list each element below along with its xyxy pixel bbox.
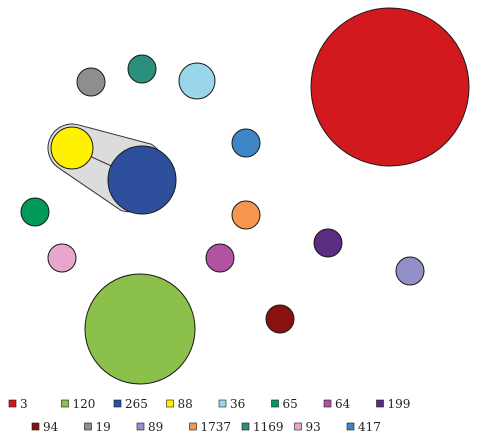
bubble-89: [395, 256, 425, 286]
legend-label-88: 88: [178, 397, 193, 411]
legend-label-65: 65: [283, 397, 298, 411]
legend-label-1737: 1737: [201, 420, 232, 434]
bubble-1737: [231, 200, 261, 230]
legend-swatch-36: [218, 399, 227, 408]
legend-swatch-93: [294, 422, 302, 431]
bubble-64: [205, 243, 235, 273]
legend-swatch-417: [346, 422, 355, 431]
bubble-3: [310, 7, 470, 167]
legend-swatch-64: [323, 399, 332, 408]
legend-label-120: 120: [73, 397, 96, 411]
legend-label-36: 36: [230, 397, 245, 411]
legend-swatch-89: [136, 422, 145, 431]
legend-label-417: 417: [358, 420, 381, 434]
legend-label-265: 265: [125, 397, 148, 411]
legend-label-3: 3: [20, 397, 28, 411]
legend-swatch-265: [113, 399, 122, 408]
legend-swatch-88: [166, 399, 174, 408]
bubble-120: [84, 273, 196, 385]
bubble-36: [178, 62, 216, 100]
bubble-417: [231, 128, 261, 158]
legend-swatch-3: [8, 399, 17, 408]
legend-label-93: 93: [306, 420, 321, 434]
legend-swatch-120: [61, 399, 69, 408]
bubble-1169: [127, 54, 157, 84]
bubble-65: [20, 197, 50, 227]
legend-label-94: 94: [43, 420, 59, 434]
bubble-265: [107, 145, 177, 215]
bubble-94: [265, 304, 295, 334]
bubble-88: [50, 126, 94, 170]
legend-swatch-19: [84, 422, 92, 431]
legend-swatch-1169: [241, 422, 250, 431]
bubble-19: [76, 67, 106, 97]
bubble-layer: [20, 7, 470, 385]
legend-swatch-65: [271, 399, 279, 408]
bubble-93: [47, 243, 77, 273]
legend-swatch-199: [376, 399, 384, 408]
bubble-199: [313, 228, 343, 258]
legend-label-1169: 1169: [253, 420, 284, 434]
legend: 3 120 265 88 36 65 64 199 94 19 89 1737 1169 93 417: [8, 397, 411, 434]
legend-swatch-1737: [189, 422, 197, 431]
legend-label-64: 64: [335, 397, 351, 411]
legend-label-89: 89: [148, 420, 163, 434]
legend-label-19: 19: [96, 420, 111, 434]
legend-label-199: 199: [388, 397, 411, 411]
legend-swatch-94: [31, 422, 40, 431]
